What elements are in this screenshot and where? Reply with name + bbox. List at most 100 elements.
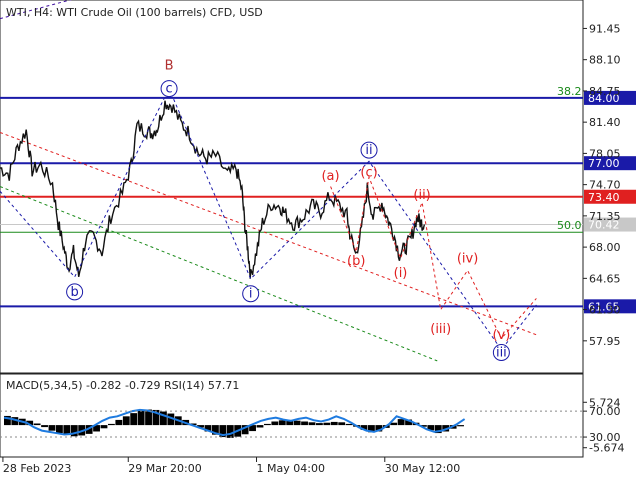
red-wave-path [330, 175, 537, 340]
indicator-tick-label-2: 30.00 [589, 431, 621, 444]
macd-bar-54 [405, 419, 412, 426]
macd-bar-19 [145, 409, 152, 426]
macd-bar-61 [457, 425, 464, 427]
wave-label-1: c [165, 82, 172, 97]
macd-bar-11 [85, 425, 93, 434]
price-tick-label-4: 78.05 [589, 147, 621, 160]
wave-paths [0, 87, 537, 351]
macd-bar-15 [115, 419, 123, 426]
macd-bar-57 [427, 425, 435, 431]
indicator-tick-label-1: 70.00 [589, 405, 621, 418]
macd-bar-33 [249, 425, 256, 432]
wave-label-12: (iv) [457, 251, 478, 266]
level-6165-badge [584, 299, 636, 314]
wave-circle-1 [160, 80, 178, 98]
price-axis: 91.45 88.10 84.75 81.40 78.05 74.70 71.35 68.00… [583, 22, 621, 348]
macd-bar-20 [152, 409, 160, 426]
macd-bar-16 [122, 416, 130, 426]
wave-label-9: (i) [394, 266, 408, 281]
macd-bar-50 [375, 425, 383, 432]
channel-line-1 [0, 186, 438, 362]
level-6165-label: 61.65 [588, 300, 620, 313]
macd-bar-26 [197, 425, 204, 428]
macd-bar-36 [271, 421, 279, 426]
wave-label-5: iii [496, 345, 507, 360]
wave-label-13: (v) [492, 328, 510, 343]
macd-bar-29 [219, 425, 227, 438]
price-tick-label-10: 57.95 [589, 335, 621, 348]
rsi-line [3, 408, 466, 437]
wave-label-6: (a) [321, 169, 339, 184]
macd-bar-13 [100, 425, 108, 429]
current-price-label: 70.42 [588, 219, 620, 232]
wave-label-10: (ii) [413, 188, 430, 203]
macd-bar-45 [338, 422, 346, 426]
channel-lines [0, 0, 537, 362]
macd-bar-48 [360, 425, 368, 430]
macd-bar-34 [256, 425, 264, 428]
macd-bar-14 [107, 423, 115, 426]
macd-bar-53 [397, 419, 405, 426]
wave-label-0: B [165, 58, 174, 73]
price-tick-label-3: 81.40 [589, 116, 621, 129]
level-7340-label: 73.40 [588, 191, 620, 204]
price-tick-label-2: 84.75 [589, 85, 621, 98]
price-tick-label-6: 71.35 [589, 210, 621, 223]
wave-label-8: (c) [360, 166, 377, 181]
time-axis: 28 Feb 2023 29 Mar 20:00 1 May 04:00 30 May… [2, 457, 460, 475]
indicator-tick-label-3: -5.674 [589, 442, 624, 455]
macd-bar-41 [308, 422, 316, 426]
wave-label-7: (b) [347, 254, 365, 269]
macd-bar-42 [315, 423, 323, 426]
time-tick-label-2: 1 May 04:00 [257, 462, 325, 475]
macd-bar-43 [323, 422, 331, 426]
wave-label-11: (iii) [430, 322, 451, 337]
indicator-panel-frame [0, 373, 584, 458]
price-line [0, 100, 426, 279]
indicator-header: MACD(5,34,5) -0.282 -0.729 RSI(14) 57.71 [6, 379, 239, 392]
macd-bar-30 [226, 425, 234, 438]
macd-bar-39 [293, 420, 301, 426]
macd-bar-52 [390, 422, 398, 426]
price-tick-label-8: 64.65 [589, 272, 621, 285]
macd-bar-17 [130, 413, 138, 426]
macd-bar-44 [330, 421, 338, 426]
macd-bar-7 [55, 425, 63, 434]
macd-bar-27 [204, 425, 212, 432]
price-tick-label-0: 91.45 [589, 22, 621, 35]
channel-line-2 [0, 0, 72, 20]
level-77-label: 77.00 [588, 157, 620, 170]
macd-bar-35 [263, 423, 271, 426]
macd-bar-32 [241, 425, 249, 435]
indicator-series [0, 408, 583, 438]
macd-bar-25 [189, 423, 197, 426]
macd-bar-3 [26, 420, 34, 426]
wave-circle-5 [492, 343, 510, 361]
macd-bar-0 [4, 415, 11, 426]
macd-bar-56 [419, 425, 427, 427]
price-panel-frame [0, 0, 584, 374]
time-tick-label-3: 30 May 12:00 [385, 462, 460, 475]
macd-bar-5 [41, 425, 48, 428]
indicator-tick-label-0: 5.724 [589, 396, 621, 409]
macd-bar-12 [93, 425, 100, 432]
macd-bar-40 [301, 421, 308, 426]
macd-bar-28 [211, 425, 219, 435]
price-tick-label-1: 88.10 [589, 54, 621, 67]
macd-bar-1 [11, 417, 19, 426]
price-series [0, 100, 426, 279]
macd-bar-38 [286, 419, 294, 426]
macd-bar-46 [345, 423, 353, 426]
fib-label-0: 38.2 [557, 85, 582, 98]
chart-header: WTI, H4: WTI Crude Oil (100 barrels) CFD… [6, 6, 263, 19]
price-tick-label-9: 61.30 [589, 304, 621, 317]
wave-circle-4 [360, 141, 378, 159]
price-tick-label-7: 68.00 [589, 241, 621, 254]
level-77-badge [584, 156, 636, 171]
macd-bar-18 [137, 410, 145, 426]
fib-label-1: 50.0 [557, 219, 582, 232]
wave-label-2: b [70, 285, 78, 300]
level-84-badge [584, 90, 636, 105]
level-84-label: 84.00 [588, 92, 620, 105]
